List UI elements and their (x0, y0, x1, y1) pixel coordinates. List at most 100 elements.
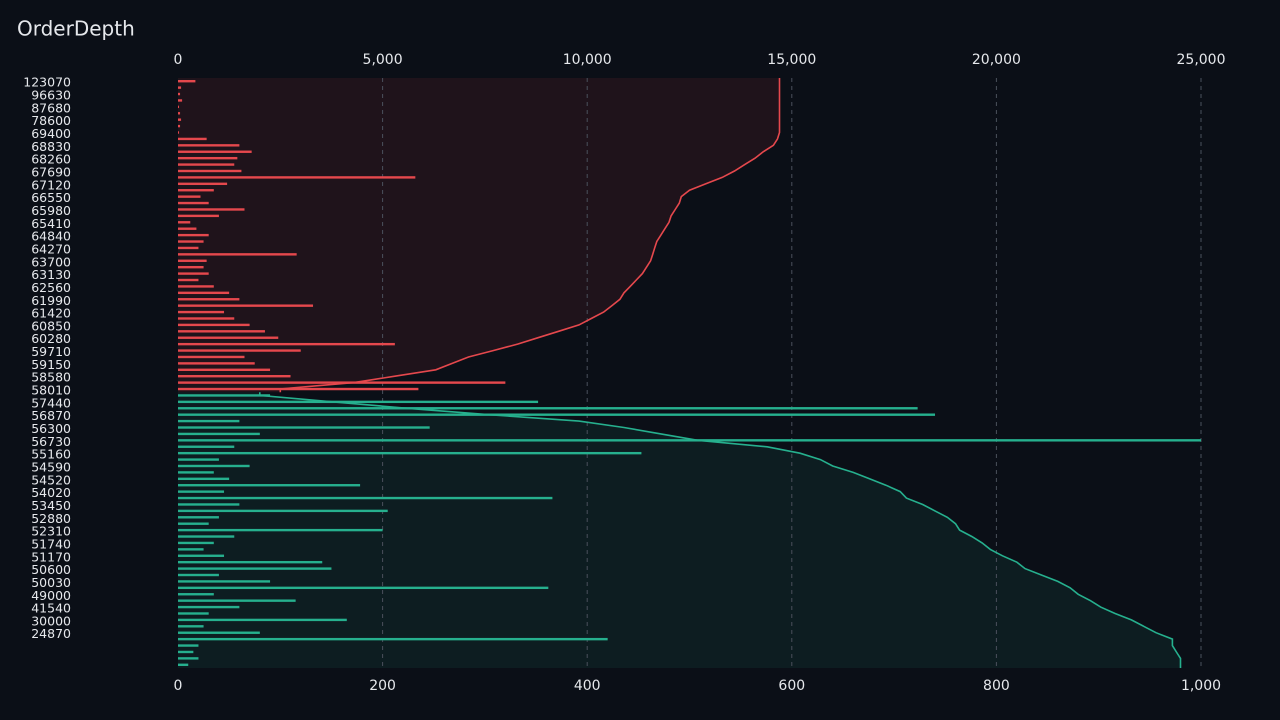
order-bar (178, 156, 238, 160)
order-bar (178, 227, 197, 230)
depth-line (279, 78, 781, 393)
order-bar (178, 272, 209, 275)
y-tick-label: 63700 (31, 254, 71, 269)
order-bar (178, 112, 181, 115)
y-tick-label: 123070 (23, 75, 71, 90)
order-bar (178, 163, 235, 166)
x2-tick-label: 15,000 (767, 52, 816, 68)
order-bar (178, 330, 265, 333)
order-bar (178, 291, 230, 295)
order-bar (178, 605, 240, 609)
y-tick-label: 87680 (31, 100, 71, 115)
order-bar (178, 599, 296, 602)
order-bar (178, 586, 549, 590)
x2-tick-label: 20,000 (972, 52, 1021, 68)
order-bar (178, 375, 291, 378)
order-bar (178, 368, 271, 371)
order-bar (178, 131, 180, 134)
order-bar (178, 612, 209, 615)
order-bar (178, 208, 245, 211)
y-tick-label: 68260 (31, 152, 71, 167)
order-bar (178, 92, 181, 96)
order-bar (178, 432, 260, 436)
y-tick-label: 61420 (31, 306, 71, 321)
y-tick-label: 61990 (31, 293, 71, 308)
y-tick-label: 78600 (31, 113, 71, 128)
x-tick-label: 400 (574, 678, 601, 694)
order-bar (178, 567, 332, 570)
order-bar (178, 419, 240, 423)
order-bar (178, 650, 194, 654)
order-bar (178, 439, 1201, 442)
y-tick-label: 59710 (31, 344, 71, 359)
x-tick-label: 0 (174, 678, 183, 694)
order-bar (178, 240, 204, 243)
order-bar (178, 342, 395, 346)
order-bar (178, 548, 204, 551)
x2-tick-label: 10,000 (563, 52, 612, 68)
x-tick-label: 600 (778, 678, 805, 694)
order-bar (178, 144, 240, 147)
order-bar (178, 362, 255, 365)
y-tick-label: 51170 (31, 549, 71, 564)
order-bar (178, 86, 182, 89)
order-bar (178, 560, 323, 564)
order-bar (178, 304, 314, 307)
order-bar (178, 233, 209, 237)
order-bar (178, 214, 219, 218)
order-bar (178, 407, 918, 410)
order-bar (178, 349, 301, 352)
order-bar (178, 554, 225, 557)
order-bar (178, 496, 553, 500)
order-bar (178, 310, 225, 314)
order-bar (178, 535, 235, 538)
y-tick-label: 69400 (31, 126, 71, 141)
order-bar (178, 246, 199, 250)
order-bar (178, 278, 199, 282)
order-bar (178, 644, 199, 647)
order-bar (178, 189, 214, 192)
order-bar (178, 323, 250, 327)
order-bar (178, 169, 242, 173)
x-tick-label: 800 (983, 678, 1010, 694)
y-tick-label: 67120 (31, 177, 71, 192)
order-bar (178, 400, 539, 404)
order-bar (178, 464, 250, 468)
order-bar (178, 426, 430, 429)
order-bar (178, 176, 416, 179)
y-tick-label: 57440 (31, 395, 71, 410)
order-bar (178, 317, 235, 320)
order-bar (178, 259, 207, 262)
order-bar (178, 484, 361, 487)
order-bar (178, 522, 209, 525)
y-tick-label: 56870 (31, 408, 71, 423)
y-tick-label: 52880 (31, 511, 71, 526)
order-bar (178, 573, 219, 577)
y-tick-label: 55160 (31, 447, 71, 462)
order-bar (178, 201, 209, 205)
order-bar (178, 387, 419, 391)
order-bar (178, 124, 181, 128)
y-tick-label: 50600 (31, 562, 71, 577)
x-tick-label: 1,000 (1181, 678, 1221, 694)
order-bar (178, 471, 214, 474)
order-bar (178, 195, 201, 198)
order-bar (178, 265, 204, 269)
order-bar (178, 528, 383, 532)
y-tick-label: 54590 (31, 459, 71, 474)
order-bar (178, 336, 279, 339)
y-tick-label: 49000 (31, 588, 71, 603)
order-bar (178, 625, 204, 628)
y-tick-label: 56730 (31, 434, 71, 449)
order-bar (178, 509, 388, 513)
order-bar (178, 477, 230, 481)
order-bar (178, 451, 642, 455)
y-tick-label: 96630 (31, 88, 71, 103)
order-bar (178, 105, 180, 109)
order-bar (178, 637, 608, 641)
y-tick-label: 65410 (31, 216, 71, 231)
order-bar (178, 503, 240, 506)
order-bar (178, 663, 189, 666)
y-tick-label: 62560 (31, 280, 71, 295)
